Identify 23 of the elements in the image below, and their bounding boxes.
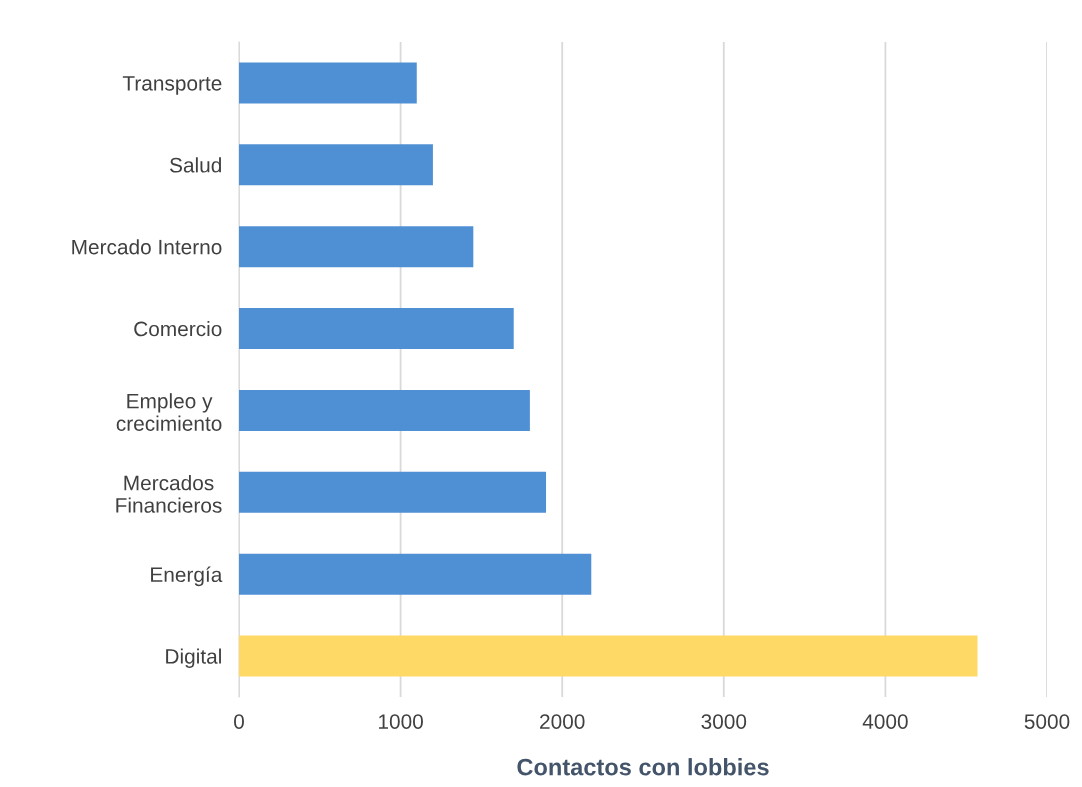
bar <box>239 389 530 431</box>
x-tick-label: 0 <box>234 714 244 729</box>
bar <box>239 471 547 513</box>
x-tick-label: 4000 <box>862 714 908 729</box>
bar <box>239 62 417 104</box>
x-tick-label: 1000 <box>379 714 423 729</box>
y-tick-label: Transporte <box>122 76 222 95</box>
y-tick-label: Empleo y crecimiento <box>116 393 222 431</box>
x-tick-label: 3000 <box>701 714 747 729</box>
x-tick-label: 5000 <box>1024 714 1070 729</box>
x-axis-title: Contactos con lobbies <box>517 758 769 776</box>
y-tick-label: Mercados Financieros <box>116 475 222 513</box>
y-tick-label: Mercado Interno <box>72 239 222 255</box>
x-tick-label: 2000 <box>540 714 585 729</box>
y-tick-label: Comercio <box>134 321 222 337</box>
bar <box>239 308 514 350</box>
y-tick-label: Salud <box>170 157 221 173</box>
bar <box>239 553 592 595</box>
bar <box>239 226 474 268</box>
bar <box>239 144 433 186</box>
y-tick-label: Digital <box>166 648 221 668</box>
y-tick-label: Energía <box>151 566 223 587</box>
bar <box>239 635 978 677</box>
